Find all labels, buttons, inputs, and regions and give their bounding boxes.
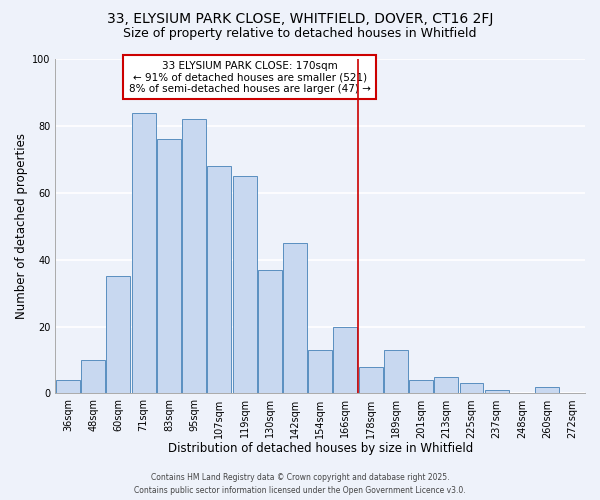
Bar (384, 350, 408, 394)
Bar (283, 243, 307, 394)
Text: Contains HM Land Registry data © Crown copyright and database right 2025.
Contai: Contains HM Land Registry data © Crown c… (134, 474, 466, 495)
Text: Size of property relative to detached houses in Whitfield: Size of property relative to detached ho… (123, 28, 477, 40)
Bar (359, 366, 383, 394)
Bar (535, 387, 559, 394)
Bar (208, 166, 232, 394)
Bar (434, 376, 458, 394)
X-axis label: Distribution of detached houses by size in Whitfield: Distribution of detached houses by size … (167, 442, 473, 455)
Bar (131, 112, 155, 394)
Bar (233, 176, 257, 394)
Bar (258, 270, 282, 394)
Bar (460, 384, 484, 394)
Bar (409, 380, 433, 394)
Bar (106, 276, 130, 394)
Bar (334, 326, 358, 394)
Bar (182, 119, 206, 394)
Bar (81, 360, 105, 394)
Bar (157, 140, 181, 394)
Text: 33, ELYSIUM PARK CLOSE, WHITFIELD, DOVER, CT16 2FJ: 33, ELYSIUM PARK CLOSE, WHITFIELD, DOVER… (107, 12, 493, 26)
Y-axis label: Number of detached properties: Number of detached properties (15, 133, 28, 319)
Text: 33 ELYSIUM PARK CLOSE: 170sqm
← 91% of detached houses are smaller (521)
8% of s: 33 ELYSIUM PARK CLOSE: 170sqm ← 91% of d… (128, 60, 371, 94)
Bar (308, 350, 332, 394)
Bar (56, 380, 80, 394)
Bar (485, 390, 509, 394)
